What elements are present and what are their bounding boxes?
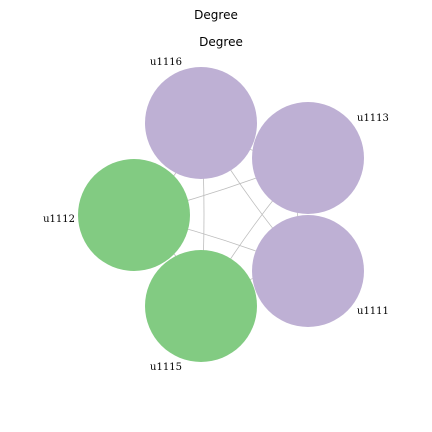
figure-title: Degree xyxy=(194,8,238,22)
node-label-u1115: u1115 xyxy=(150,362,182,373)
node-u1112 xyxy=(78,159,190,271)
label-layer: u1116 u1113 u1111 u1115 u1112 xyxy=(43,57,389,373)
node-u1113 xyxy=(252,102,364,214)
node-label-u1111: u1111 xyxy=(357,306,389,317)
figure-subtitle: Degree xyxy=(199,35,243,49)
node-u1111 xyxy=(252,215,364,327)
node-label-u1113: u1113 xyxy=(357,113,389,124)
node-u1116 xyxy=(145,67,257,179)
node-label-u1112: u1112 xyxy=(43,214,75,225)
node-label-u1116: u1116 xyxy=(150,57,182,68)
node-u1115 xyxy=(145,250,257,362)
node-layer xyxy=(78,67,364,362)
